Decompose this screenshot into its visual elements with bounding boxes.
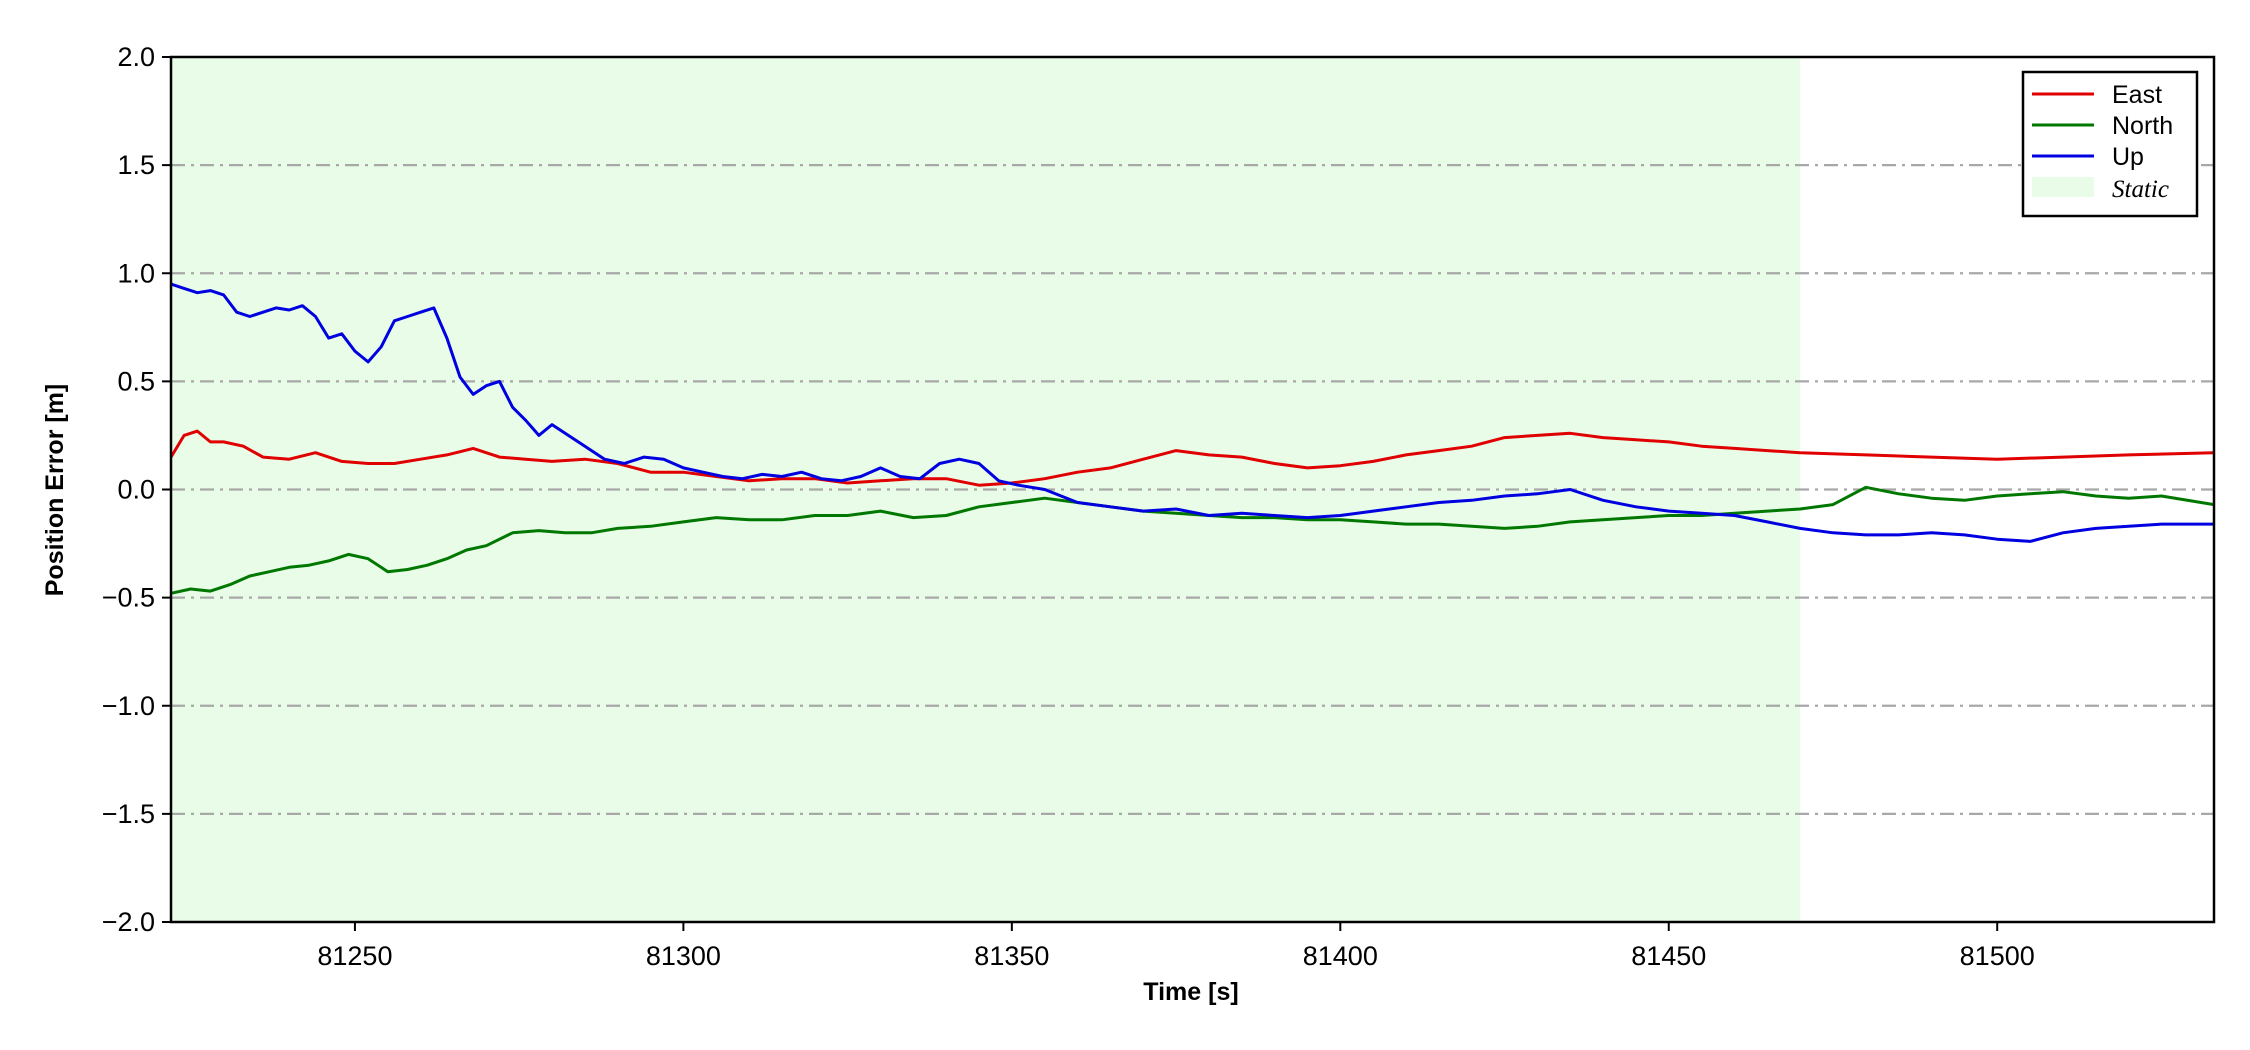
y-tick-label-5: −0.5 <box>102 583 155 613</box>
x-tick-label-3: 81400 <box>1303 941 1378 971</box>
x-tick-label-4: 81450 <box>1631 941 1706 971</box>
legend-label-east: East <box>2112 81 2162 109</box>
legend-swatch-static <box>2032 177 2094 197</box>
y-tick-label-0: 2.0 <box>117 42 155 72</box>
y-tick-label-1: 1.5 <box>117 150 155 180</box>
y-tick-label-6: −1.0 <box>102 691 155 721</box>
legend-label-north: North <box>2112 112 2173 140</box>
x-tick-label-2: 81350 <box>974 941 1049 971</box>
series-line-up <box>170 282 2214 543</box>
plot-area: 2.0 1.5 1.0 0.5 0.0 −0.5 −1.0 −1.5 −2.0 81250 8130… <box>102 42 2216 971</box>
x-axis-title: Time [s] <box>1143 978 1238 1006</box>
y-axis-title: Position Error [m] <box>41 384 69 597</box>
series-line-north <box>170 485 2215 595</box>
y-tick-label-7: −1.5 <box>102 799 155 829</box>
y-tick-label-8: −2.0 <box>102 907 155 937</box>
y-tick-label-2: 1.0 <box>117 258 155 288</box>
x-tick-label-0: 81250 <box>317 941 392 971</box>
x-tick-label-5: 81500 <box>1960 941 2035 971</box>
y-tick-label-3: 0.5 <box>117 366 155 396</box>
series-line-east <box>169 429 2215 487</box>
y-tick-label-4: 0.0 <box>117 475 155 505</box>
x-tick-label-1: 81300 <box>646 941 721 971</box>
legend: East North Up Static <box>2021 70 2199 218</box>
legend-label-static: Static <box>2112 176 2169 203</box>
legend-label-up: Up <box>2112 143 2144 171</box>
